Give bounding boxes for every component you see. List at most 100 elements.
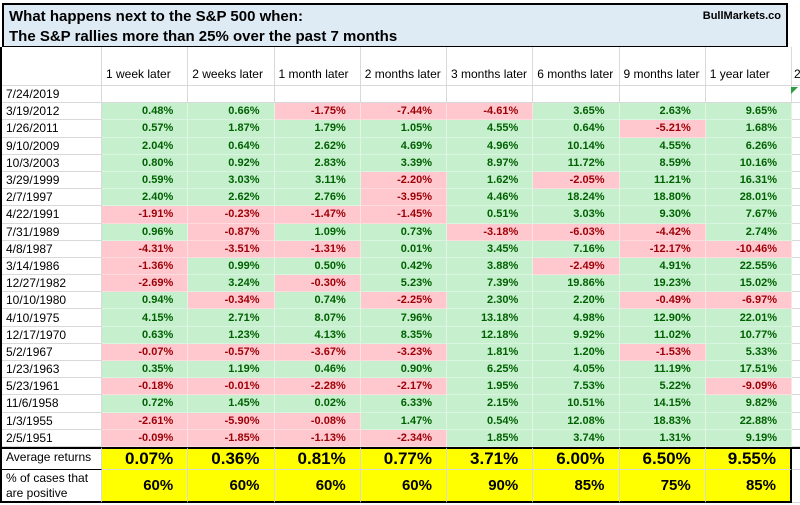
average-return-cell[interactable]: 0.77% — [360, 446, 447, 470]
return-cell-empty[interactable] — [619, 86, 706, 104]
return-cell[interactable]: 4.15% — [102, 309, 189, 327]
return-cell[interactable]: -7.44% — [360, 103, 447, 121]
return-cell[interactable]: 2.62% — [188, 189, 275, 207]
return-cell[interactable]: 2.04% — [102, 137, 189, 155]
return-cell[interactable]: 0.94% — [102, 292, 189, 310]
return-cell[interactable]: 22.01% — [705, 309, 792, 327]
return-cell[interactable]: 2.83% — [274, 154, 361, 172]
date-cell[interactable]: 3/19/2012 — [2, 103, 102, 121]
percent-positive-cell[interactable]: 75% — [619, 469, 706, 503]
return-cell[interactable]: 0.50% — [274, 257, 361, 276]
return-cell[interactable]: 11.72% — [533, 154, 620, 172]
return-cell[interactable]: 28.01% — [705, 189, 792, 207]
return-cell[interactable]: -1.47% — [274, 206, 361, 224]
return-cell[interactable]: -2.49% — [533, 257, 620, 276]
return-cell[interactable]: 15.02% — [705, 275, 792, 293]
return-cell[interactable]: 0.92% — [188, 154, 275, 172]
return-cell[interactable]: 11.02% — [619, 326, 706, 344]
return-cell[interactable]: 7.16% — [533, 240, 620, 258]
partial-cell[interactable] — [792, 86, 800, 104]
return-cell[interactable]: 0.59% — [102, 171, 189, 190]
date-cell[interactable]: 12/17/1970 — [2, 326, 102, 344]
return-cell[interactable]: 1.87% — [188, 120, 275, 138]
partial-column-header[interactable]: 2 — [792, 62, 800, 86]
return-cell[interactable]: 0.66% — [188, 103, 275, 121]
date-cell[interactable]: 4/10/1975 — [2, 309, 102, 327]
return-cell[interactable]: 3.39% — [360, 154, 447, 172]
return-cell[interactable]: 14.15% — [619, 395, 706, 413]
return-cell[interactable]: -0.01% — [188, 378, 275, 396]
return-cell[interactable]: -2.17% — [360, 378, 447, 396]
return-cell[interactable]: -2.61% — [102, 412, 189, 430]
return-cell[interactable]: 10.16% — [705, 154, 792, 172]
return-cell[interactable]: -2.28% — [274, 378, 361, 396]
return-cell[interactable]: 2.74% — [705, 223, 792, 241]
column-header[interactable]: 2 weeks later — [188, 62, 275, 86]
return-cell[interactable]: 4.98% — [533, 309, 620, 327]
return-cell-empty[interactable] — [533, 86, 620, 104]
return-cell[interactable]: 1.05% — [360, 120, 447, 138]
return-cell[interactable]: 10.14% — [533, 137, 620, 155]
return-cell[interactable]: -2.69% — [102, 275, 189, 293]
return-cell[interactable]: -5.90% — [188, 412, 275, 430]
return-cell[interactable]: 9.65% — [705, 103, 792, 121]
return-cell[interactable]: 12.08% — [533, 412, 620, 430]
return-cell[interactable]: 4.96% — [447, 137, 534, 155]
return-cell[interactable]: 4.69% — [360, 137, 447, 155]
return-cell[interactable]: -0.23% — [188, 206, 275, 224]
return-cell[interactable]: 16.31% — [705, 171, 792, 190]
return-cell[interactable]: -1.53% — [619, 343, 706, 361]
partial-cell[interactable] — [792, 240, 800, 258]
return-cell[interactable]: 4.46% — [447, 189, 534, 207]
return-cell-empty[interactable] — [102, 86, 189, 104]
return-cell[interactable]: 4.13% — [274, 326, 361, 344]
return-cell[interactable]: 1.45% — [188, 395, 275, 413]
return-cell[interactable]: 12.90% — [619, 309, 706, 327]
return-cell[interactable]: 2.40% — [102, 189, 189, 207]
return-cell[interactable]: -0.57% — [188, 343, 275, 361]
return-cell[interactable]: -1.91% — [102, 206, 189, 224]
return-cell-empty[interactable] — [188, 86, 275, 104]
partial-cell[interactable] — [792, 446, 800, 470]
partial-cell[interactable] — [792, 275, 800, 293]
return-cell[interactable]: -12.17% — [619, 240, 706, 258]
date-cell[interactable]: 1/26/2011 — [2, 120, 102, 138]
column-header[interactable]: 1 year later — [705, 62, 792, 86]
return-cell[interactable]: -2.34% — [360, 429, 447, 447]
return-cell[interactable]: 2.62% — [274, 137, 361, 155]
return-cell[interactable]: 1.47% — [360, 412, 447, 430]
return-cell[interactable]: 1.20% — [533, 343, 620, 361]
return-cell[interactable]: 1.23% — [188, 326, 275, 344]
return-cell[interactable]: 2.30% — [447, 292, 534, 310]
partial-cell[interactable] — [792, 429, 800, 447]
return-cell[interactable]: 4.91% — [619, 257, 706, 276]
return-cell[interactable]: 1.95% — [447, 378, 534, 396]
return-cell[interactable]: 9.19% — [705, 429, 792, 447]
percent-positive-cell[interactable]: 60% — [360, 469, 447, 503]
partial-cell[interactable] — [792, 378, 800, 396]
return-cell[interactable]: 2.71% — [188, 309, 275, 327]
return-cell[interactable]: -0.09% — [102, 429, 189, 447]
return-cell-empty[interactable] — [447, 86, 534, 104]
date-cell[interactable]: 11/6/1958 — [2, 395, 102, 413]
date-cell[interactable]: 3/29/1999 — [2, 171, 102, 190]
return-cell[interactable]: 7.53% — [533, 378, 620, 396]
return-cell[interactable]: 19.23% — [619, 275, 706, 293]
return-cell[interactable]: 3.24% — [188, 275, 275, 293]
average-return-cell[interactable]: 9.55% — [705, 446, 792, 470]
percent-positive-cell[interactable]: 60% — [188, 469, 275, 503]
average-return-cell[interactable]: 3.71% — [447, 446, 534, 470]
column-header[interactable]: 3 months later — [447, 62, 534, 86]
return-cell[interactable]: 0.35% — [102, 361, 189, 379]
return-cell[interactable]: 11.19% — [619, 361, 706, 379]
return-cell[interactable]: 3.65% — [533, 103, 620, 121]
average-return-cell[interactable]: 0.36% — [188, 446, 275, 470]
return-cell[interactable]: 4.55% — [447, 120, 534, 138]
date-cell[interactable]: 1/3/1955 — [2, 412, 102, 430]
return-cell[interactable]: 2.76% — [274, 189, 361, 207]
return-cell[interactable]: 9.82% — [705, 395, 792, 413]
return-cell[interactable]: 10.51% — [533, 395, 620, 413]
return-cell[interactable]: -1.36% — [102, 257, 189, 276]
return-cell-empty[interactable] — [705, 86, 792, 104]
date-cell[interactable]: 9/10/2009 — [2, 137, 102, 155]
